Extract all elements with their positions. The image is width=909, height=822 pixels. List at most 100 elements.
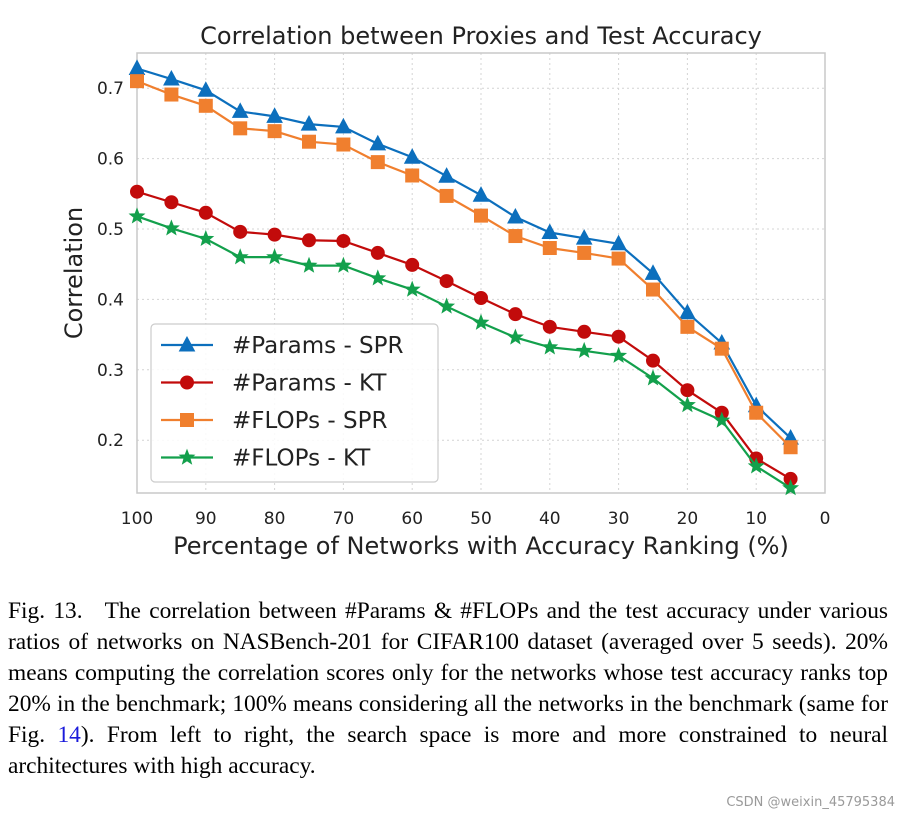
data-point (680, 319, 695, 334)
data-point (128, 207, 146, 224)
data-point (267, 227, 282, 242)
caption-text-2: ). From left to right, the search space … (8, 722, 889, 779)
y-tick-label: 0.3 (97, 361, 124, 381)
data-point (714, 341, 729, 356)
data-point (506, 328, 524, 345)
data-point (336, 137, 351, 152)
data-point (164, 195, 179, 210)
data-point (128, 59, 146, 75)
data-point (403, 148, 421, 164)
data-point (300, 115, 318, 131)
data-point (266, 107, 283, 123)
series (128, 59, 800, 496)
caption-figure-link[interactable]: 14 (57, 722, 81, 748)
legend-entry: #FLOPs - KT (161, 446, 371, 472)
x-tick-label: 0 (820, 509, 831, 529)
x-tick-label: 70 (333, 509, 355, 529)
data-point (747, 457, 765, 474)
data-point (474, 208, 488, 223)
data-point (610, 346, 628, 363)
legend-label: #Params - SPR (232, 333, 404, 359)
series-line (136, 67, 792, 439)
series-3 (128, 207, 800, 496)
x-tick-label: 10 (745, 509, 767, 529)
legend-entry: #Params - SPR (161, 333, 404, 359)
legend-entry: #FLOPs - SPR (161, 408, 387, 434)
data-point (370, 155, 385, 170)
data-point (783, 440, 798, 455)
caption-text-1: The correlation between #Params & #FLOPs… (8, 598, 889, 748)
data-point (611, 329, 626, 344)
data-point (542, 241, 557, 256)
data-point (713, 411, 731, 428)
chart-title: Correlation between Proxies and Test Acc… (200, 22, 762, 50)
data-point (231, 248, 249, 265)
data-point (130, 74, 144, 89)
x-tick-label: 30 (608, 509, 630, 529)
data-point (438, 167, 455, 183)
data-point (302, 233, 316, 248)
series-line (136, 215, 792, 489)
series-2 (130, 74, 798, 455)
legend-marker (178, 448, 196, 465)
data-point (678, 396, 696, 413)
legend-entry: #Params - KT (161, 371, 387, 397)
data-point (644, 369, 662, 386)
data-point (162, 219, 180, 236)
data-point (334, 256, 352, 273)
data-point (197, 229, 215, 247)
data-point (542, 319, 557, 334)
data-point (508, 307, 523, 322)
y-axis-label: Correlation (60, 207, 88, 339)
data-point (644, 264, 662, 280)
data-point (611, 251, 626, 266)
data-point (370, 245, 385, 260)
legend-marker (180, 375, 194, 390)
data-point (680, 383, 695, 398)
correlation-chart: Correlation between Proxies and Test Acc… (60, 22, 830, 560)
legend-marker (180, 413, 194, 427)
plot-frame (136, 52, 826, 494)
data-point (577, 245, 592, 260)
watermark: CSDN @weixin_45795384 (726, 795, 895, 810)
data-point (403, 280, 421, 297)
data-point (336, 233, 351, 248)
data-point (369, 269, 387, 286)
y-tick-label: 0.4 (97, 290, 124, 310)
x-tick-label: 100 (121, 509, 153, 529)
y-tick-label: 0.5 (97, 220, 124, 240)
data-point (541, 223, 559, 240)
axis-ticks: 100 90 80 70 60 50 40 30 20 10 00.20.30.40.50.60.7 (97, 79, 830, 529)
legend: #Params - SPR #Params - KT #FLOPs - SPR #FL… (150, 323, 439, 483)
data-point (405, 257, 420, 272)
x-tick-label: 60 (401, 509, 423, 529)
data-point (439, 188, 454, 203)
data-point (233, 224, 248, 239)
y-tick-label: 0.6 (97, 150, 124, 170)
caption-label: Fig. 13. (8, 598, 83, 624)
data-point (302, 134, 316, 149)
data-point (472, 313, 490, 330)
data-point (198, 205, 213, 220)
x-axis-label: Percentage of Networks with Accuracy Ran… (173, 532, 789, 560)
data-point (749, 405, 764, 420)
x-tick-label: 80 (264, 509, 286, 529)
data-point (335, 117, 352, 134)
data-point (369, 134, 387, 151)
series-0 (128, 59, 799, 445)
data-point (130, 184, 144, 199)
y-tick-label: 0.7 (97, 79, 124, 99)
data-point (439, 274, 454, 289)
data-point (575, 229, 593, 245)
data-point (198, 98, 213, 113)
data-point (266, 248, 284, 265)
x-tick-label: 50 (470, 509, 492, 529)
data-point (507, 207, 524, 224)
data-point (231, 102, 249, 118)
data-point (405, 168, 420, 183)
x-tick-label: 40 (539, 509, 561, 529)
data-point (646, 282, 660, 297)
series-1 (130, 184, 798, 486)
data-point (474, 290, 488, 305)
data-point (610, 234, 627, 251)
